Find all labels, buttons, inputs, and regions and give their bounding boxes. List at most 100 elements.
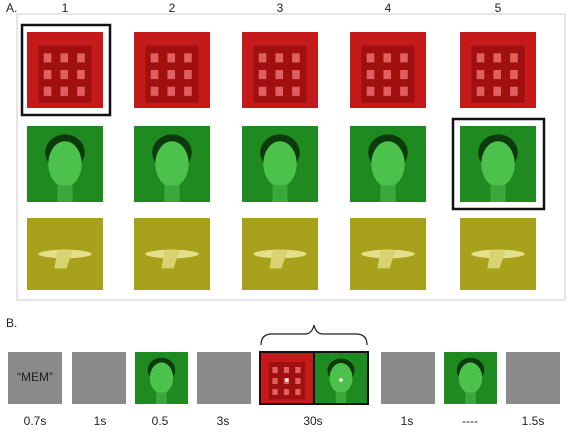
house-window xyxy=(292,86,300,96)
house-image xyxy=(350,32,426,108)
house-window xyxy=(60,53,69,63)
plane-wing xyxy=(161,250,180,269)
house-window xyxy=(383,86,392,96)
house-window xyxy=(150,53,159,63)
plane-image xyxy=(27,218,103,290)
house-window xyxy=(167,70,176,80)
plane-image xyxy=(242,218,318,290)
gray-screen xyxy=(8,352,62,404)
face-neck xyxy=(272,185,288,202)
plane-wing xyxy=(377,250,396,269)
house-window xyxy=(167,53,176,63)
plane-image xyxy=(350,218,426,290)
column-number: 4 xyxy=(385,1,392,15)
house-window xyxy=(43,86,52,96)
plane-image xyxy=(134,218,210,290)
panel-a-label: A. xyxy=(6,1,17,15)
house-window xyxy=(476,70,485,80)
column-number: 2 xyxy=(169,1,176,15)
house-image xyxy=(242,32,318,108)
house-window xyxy=(275,53,284,63)
house-window xyxy=(43,70,52,80)
house-window xyxy=(184,53,192,63)
face-image xyxy=(460,126,536,202)
house-window xyxy=(476,86,485,96)
house-window xyxy=(366,70,375,80)
house-window xyxy=(60,70,69,80)
house-window xyxy=(400,53,408,63)
probe-frame xyxy=(313,351,369,405)
house-window xyxy=(275,86,284,96)
house-window xyxy=(493,70,502,80)
face-neck xyxy=(380,185,396,202)
plane-wing xyxy=(54,250,73,269)
face-image xyxy=(135,352,188,404)
house-window xyxy=(292,70,300,80)
house-window xyxy=(400,86,408,96)
house-window xyxy=(510,53,518,63)
face xyxy=(458,362,483,394)
house-window xyxy=(77,70,85,80)
house-window xyxy=(295,367,301,373)
panel-a-frame xyxy=(16,13,566,301)
house-window xyxy=(258,70,267,80)
face-image xyxy=(444,352,497,404)
gray-screen xyxy=(72,352,126,404)
house-window xyxy=(295,389,301,395)
house-window xyxy=(383,53,392,63)
duration-label: 0.7s xyxy=(24,414,47,428)
house-image xyxy=(460,32,536,108)
column-number: 3 xyxy=(277,1,284,15)
house-window xyxy=(366,86,375,96)
duration-label: ---- xyxy=(462,414,478,428)
highlight xyxy=(451,117,546,211)
house-window xyxy=(272,389,278,395)
house-window xyxy=(77,53,85,63)
house-window xyxy=(400,70,408,80)
face xyxy=(371,141,405,187)
house-window xyxy=(493,53,502,63)
house-window xyxy=(184,86,192,96)
duration-label: 1.5s xyxy=(522,414,545,428)
highlight xyxy=(20,23,112,117)
face-neck xyxy=(156,392,167,404)
face xyxy=(149,362,174,394)
face-image xyxy=(350,126,426,202)
cue-text: “MEM” xyxy=(17,370,53,384)
face-image xyxy=(315,353,367,403)
face-image xyxy=(134,126,210,202)
face-image xyxy=(27,126,103,202)
face-neck xyxy=(335,392,347,403)
house-window xyxy=(510,70,518,80)
house-image xyxy=(27,32,103,108)
house-window xyxy=(283,389,290,395)
house-window xyxy=(150,86,159,96)
house-window xyxy=(283,367,290,373)
house-window xyxy=(493,86,502,96)
face-neck xyxy=(164,185,180,202)
column-number: 5 xyxy=(495,1,502,15)
face xyxy=(155,141,189,187)
house-window xyxy=(510,86,518,96)
face xyxy=(263,141,297,187)
face-neck xyxy=(57,185,73,202)
house-window xyxy=(275,70,284,80)
face-neck xyxy=(465,392,476,404)
duration-label: 1s xyxy=(401,414,414,428)
house-window xyxy=(295,378,301,384)
duration-label: 3s xyxy=(217,414,230,428)
face-neck xyxy=(490,185,506,202)
house-image xyxy=(261,353,313,403)
house-window xyxy=(184,70,192,80)
house-window xyxy=(60,86,69,96)
gray-screen xyxy=(197,352,251,404)
face xyxy=(329,363,353,393)
house-window xyxy=(150,70,159,80)
plane-wing xyxy=(487,250,506,269)
duration-label: 0.5 xyxy=(152,414,169,428)
house-window xyxy=(43,53,52,63)
plane-image xyxy=(460,218,536,290)
gray-screen xyxy=(506,352,560,404)
house-window xyxy=(366,53,375,63)
